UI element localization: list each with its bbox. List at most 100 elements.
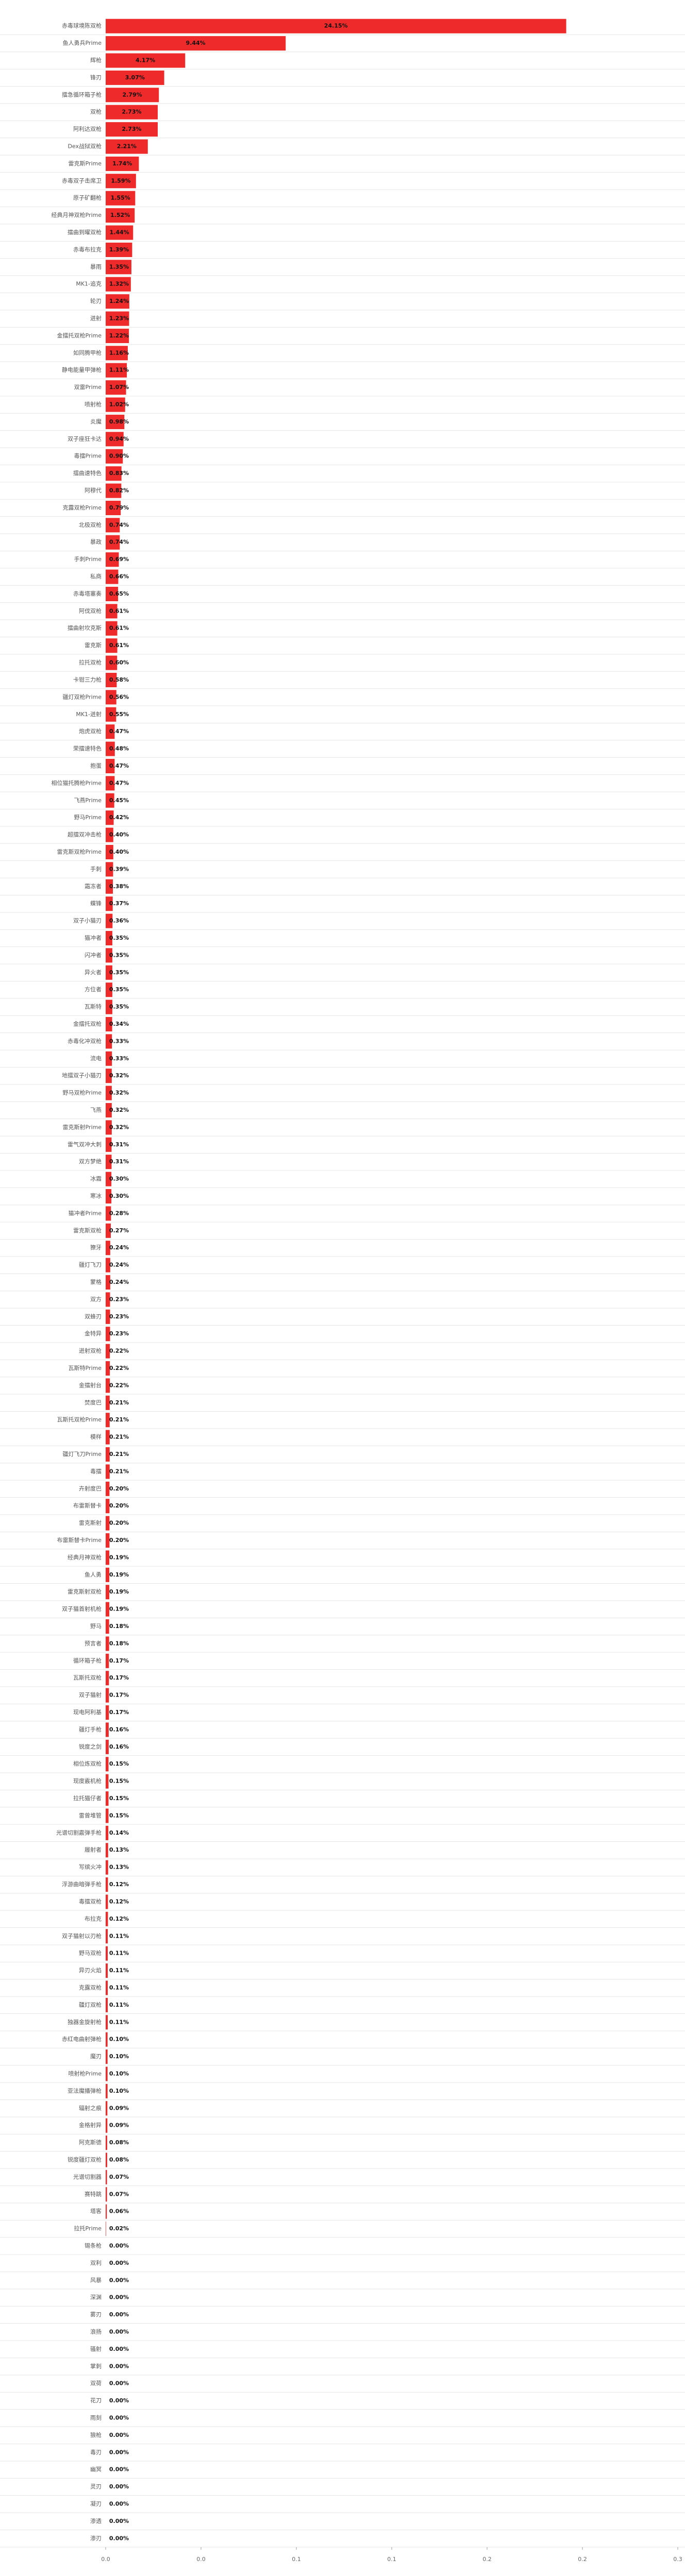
bar	[106, 1189, 112, 1204]
bar	[106, 2032, 108, 2047]
y-tick-label: 锡条枪	[85, 2242, 102, 2249]
value-label: 0.00%	[109, 2294, 129, 2301]
y-tick-label: 疆灯双枪	[79, 2001, 102, 2008]
value-label: 0.16%	[109, 1743, 129, 1750]
y-tick-label: 赛特跳	[85, 2190, 102, 2197]
bar	[106, 277, 131, 292]
y-tick-label: 暴政	[90, 538, 102, 546]
value-label: 0.11%	[109, 1967, 129, 1974]
y-tick-label: 疆灯双枪Prime	[62, 693, 102, 700]
value-label: 0.15%	[109, 1760, 129, 1767]
value-label: 0.32%	[109, 1090, 129, 1096]
y-tick-label: 双子小猫刃	[73, 918, 102, 924]
y-tick-label: MK1-追克	[76, 280, 102, 287]
value-label: 2.73%	[122, 109, 141, 115]
y-tick-label: 瓦斯托双枪	[73, 1674, 102, 1681]
y-tick-label: 毒擂Prime	[74, 452, 102, 460]
value-label: 0.22%	[109, 1382, 129, 1388]
value-label: 0.11%	[109, 1950, 129, 1957]
value-label: 0.08%	[109, 2156, 129, 2163]
bar	[106, 19, 566, 33]
bar	[106, 53, 186, 68]
x-tick-label: 0.2	[578, 2556, 587, 2563]
y-tick-label: 双雷Prime	[74, 384, 102, 391]
bar	[106, 208, 135, 223]
bar	[106, 638, 118, 653]
y-tick-label: MK1-迸射	[76, 710, 102, 718]
value-label: 0.21%	[109, 1434, 129, 1440]
value-label: 0.11%	[109, 1933, 129, 1939]
value-label: 0.47%	[109, 779, 129, 786]
value-label: 0.00%	[109, 2311, 129, 2318]
value-label: 0.74%	[109, 521, 129, 528]
bar	[106, 1292, 110, 1307]
y-tick-label: 双方梦绝	[79, 1158, 102, 1165]
bar	[106, 948, 112, 963]
y-tick-label: 疆灯飞刀	[79, 1262, 102, 1268]
value-label: 0.45%	[109, 797, 129, 804]
bar	[106, 242, 132, 257]
bar	[106, 1395, 110, 1410]
y-tick-label: 魔刃	[90, 2053, 102, 2060]
bar	[106, 2083, 108, 2098]
y-tick-label: 履射者	[85, 1846, 102, 1853]
bar	[106, 1137, 112, 1152]
bar	[106, 1464, 110, 1479]
value-label: 0.00%	[109, 2380, 129, 2387]
bar	[106, 1275, 110, 1290]
bar	[106, 2118, 108, 2133]
bar	[106, 414, 125, 429]
y-tick-label: 霜冻者	[85, 883, 102, 890]
bar	[106, 1413, 110, 1428]
bar	[106, 2187, 107, 2202]
value-label: 3.07%	[125, 74, 145, 81]
bar	[106, 105, 158, 120]
bar	[106, 1172, 112, 1187]
value-label: 0.74%	[109, 539, 129, 546]
bar	[106, 982, 112, 997]
y-tick-label: 锐度疆灯双枪	[68, 2156, 102, 2163]
y-tick-label: 赤毒塔塞奏	[73, 590, 102, 597]
bar	[106, 1241, 110, 1256]
y-tick-label: 现电阿利基	[73, 1709, 102, 1716]
value-label: 0.32%	[109, 1107, 129, 1113]
bar	[106, 569, 119, 584]
y-tick-label: 循环箱子枪	[73, 1657, 102, 1664]
y-tick-label: 金特异	[85, 1330, 102, 1337]
value-label: 0.33%	[109, 1055, 129, 1062]
y-tick-label: 浮游曲暗弹手枪	[62, 1880, 102, 1888]
bar	[106, 1361, 110, 1376]
y-tick-label: 克露双枪	[79, 1984, 102, 1991]
bar	[106, 1103, 112, 1118]
value-label: 0.15%	[109, 1778, 129, 1785]
bar	[106, 1894, 108, 1909]
value-label: 0.31%	[109, 1158, 129, 1165]
bar	[106, 741, 115, 756]
value-label: 0.27%	[109, 1227, 129, 1234]
y-tick-label: 飞燕	[90, 1107, 102, 1113]
y-tick-label: 克露双枪Prime	[62, 504, 102, 511]
value-label: 0.12%	[109, 1898, 129, 1905]
value-label: 0.47%	[109, 762, 129, 769]
y-tick-label: 猫冲者Prime	[68, 1209, 102, 1216]
value-label: 0.10%	[109, 2036, 129, 2043]
value-label: 0.90%	[109, 453, 129, 460]
value-label: 1.39%	[109, 246, 129, 253]
y-tick-label: 光谱切割器	[73, 2173, 102, 2180]
value-label: 0.39%	[109, 866, 129, 872]
value-label: 0.10%	[109, 2088, 129, 2094]
y-tick-label: 野马Prime	[74, 814, 102, 821]
value-label: 0.19%	[109, 1606, 129, 1613]
bar	[106, 2049, 108, 2064]
bar	[106, 1550, 110, 1565]
y-tick-label: 双子猫首射机枪	[62, 1605, 102, 1613]
y-tick-label: 阿伐双枪	[79, 607, 102, 614]
y-tick-label: 炎魔	[90, 418, 102, 425]
value-label: 0.35%	[109, 986, 129, 993]
value-label: 24.15%	[324, 23, 348, 29]
value-label: 0.00%	[109, 2277, 129, 2283]
bar	[106, 1739, 109, 1754]
y-tick-label: 雷克斯	[85, 642, 102, 649]
y-tick-label: 布雷斯替卡	[73, 1502, 102, 1509]
y-tick-label: 渗刃	[90, 2534, 102, 2541]
